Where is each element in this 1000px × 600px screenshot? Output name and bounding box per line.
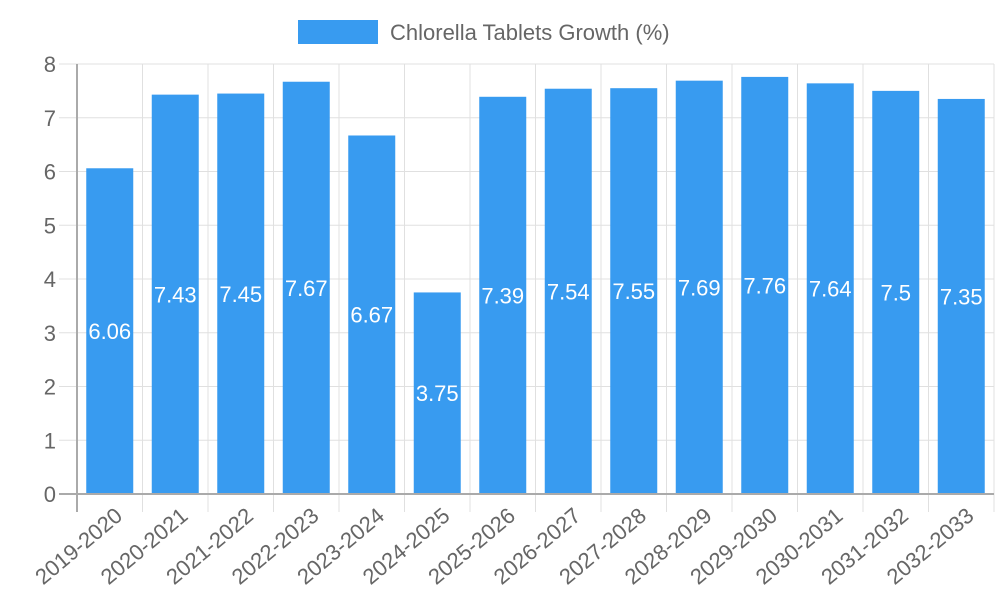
bar[interactable] [151,94,199,494]
bar[interactable] [86,168,134,494]
bar[interactable] [413,292,461,494]
bar[interactable] [610,88,658,494]
y-tick-label: 5 [44,213,56,238]
bar[interactable] [282,81,330,495]
bar-value-label: 7.55 [612,279,655,304]
data-labels: 6.06 7.43 7.45 7.67 6.67 3.75 7.39 7.54 7.55 7.69… [88,273,982,406]
y-tick-label: 7 [44,106,56,131]
bar[interactable] [675,80,723,494]
bar[interactable] [217,93,265,494]
bar[interactable] [937,98,985,494]
y-tick-label: 8 [44,52,56,77]
bar-value-label: 7.54 [547,279,590,304]
y-tick-label: 0 [44,482,56,507]
bar-value-label: 3.75 [416,381,459,406]
y-tick-label: 4 [44,267,56,292]
y-tick-label: 1 [44,428,56,453]
y-axis-ticks: 0 1 2 3 4 5 6 7 8 [44,52,56,507]
bar-value-label: 7.43 [154,282,197,307]
bar-value-label: 7.69 [678,275,721,300]
legend-label: Chlorella Tablets Growth (%) [390,20,670,45]
bar[interactable] [741,76,789,495]
legend[interactable]: Chlorella Tablets Growth (%) [298,20,670,45]
bar-value-label: 7.35 [940,284,983,309]
bar-value-label: 6.67 [350,303,393,328]
bar[interactable] [544,88,592,494]
bars [86,76,985,495]
bar[interactable] [348,135,396,495]
y-tick-label: 2 [44,375,56,400]
legend-swatch [298,20,378,44]
bar[interactable] [806,83,854,494]
y-tick-label: 6 [44,160,56,185]
bar-value-label: 7.39 [481,283,524,308]
bar[interactable] [872,90,920,494]
bar-value-label: 7.67 [285,276,328,301]
bar[interactable] [479,96,527,494]
bar-value-label: 7.64 [809,277,852,302]
bar-value-label: 6.06 [88,319,131,344]
bar-value-label: 7.76 [743,273,786,298]
bar-value-label: 7.45 [219,282,262,307]
x-axis-ticks: 2019-20202020-20212021-20222022-20232023… [30,503,978,590]
y-tick-label: 3 [44,321,56,346]
gridlines [59,63,995,512]
bar-value-label: 7.5 [880,280,911,305]
axes [59,64,994,512]
